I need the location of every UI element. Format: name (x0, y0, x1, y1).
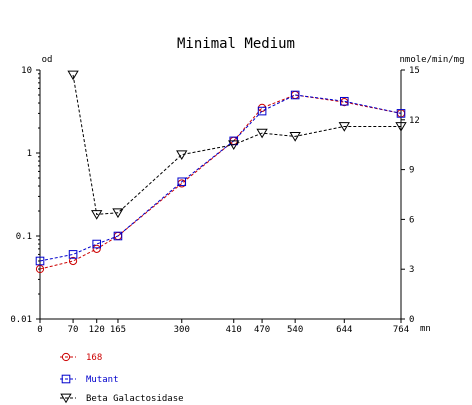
y-right-tick-label: 6 (409, 215, 414, 225)
legend-label: Beta Galactosidase (86, 394, 184, 404)
x-tick-label: 70 (68, 325, 79, 335)
left-axis-unit: od (42, 55, 53, 65)
data-point (290, 90, 300, 100)
x-tick-label: 165 (110, 325, 126, 335)
y-left-tick-label: 1 (27, 149, 32, 159)
x-tick-label: 540 (287, 325, 303, 335)
y-left-tick-label: 0.01 (10, 315, 32, 325)
data-point (68, 250, 78, 259)
x-tick-label: 0 (37, 325, 42, 335)
data-point (91, 210, 103, 220)
data-point (395, 122, 407, 132)
y-right-tick-label: 9 (409, 166, 414, 176)
data-point (113, 231, 123, 241)
data-point (228, 140, 240, 151)
data-point (177, 177, 187, 187)
y-right-tick-label: 3 (409, 265, 414, 275)
y-right-tick-label: 15 (409, 66, 420, 76)
data-point (112, 208, 124, 219)
data-point (257, 106, 267, 116)
chart-marks: 0 70 120 165 300 410 470 540 644 7641010.10.01151… (10, 66, 420, 335)
legend-label: Mutant (86, 375, 119, 385)
y-right-tick-label: 0 (409, 315, 414, 325)
legend-marker (61, 374, 71, 384)
x-tick-label: 764 (393, 325, 409, 335)
x-tick-label: 644 (336, 325, 352, 335)
y-right-tick-label: 12 (409, 116, 420, 126)
data-point (176, 150, 188, 160)
data-point (35, 256, 45, 266)
data-point (396, 109, 406, 118)
series-line (72, 74, 401, 215)
x-tick-label: 470 (254, 325, 270, 335)
data-point (92, 239, 102, 249)
x-tick-label: 120 (89, 325, 105, 335)
series-line (39, 94, 402, 270)
data-point (67, 70, 79, 81)
data-point (339, 96, 349, 106)
legend-marker (61, 352, 71, 362)
right-axis-unit: nmole/min/mg (399, 55, 464, 65)
chart-title: Minimal Medium (177, 36, 295, 52)
data-point (35, 264, 45, 274)
y-left-tick-label: 0.1 (16, 232, 32, 242)
data-point (256, 128, 268, 139)
data-point (68, 256, 78, 266)
y-left-tick-label: 10 (21, 66, 32, 76)
legend: 168 Mutant Beta Galactosidase (60, 352, 184, 404)
x-tick-label: 300 (174, 325, 190, 335)
legend-marker (60, 393, 72, 404)
x-tick-label: 410 (226, 325, 242, 335)
data-point (92, 244, 101, 253)
data-point (289, 132, 301, 142)
series-line (39, 94, 402, 262)
legend-label: 168 (86, 353, 102, 363)
x-axis-unit: mn (420, 324, 431, 334)
data-point (338, 122, 350, 132)
